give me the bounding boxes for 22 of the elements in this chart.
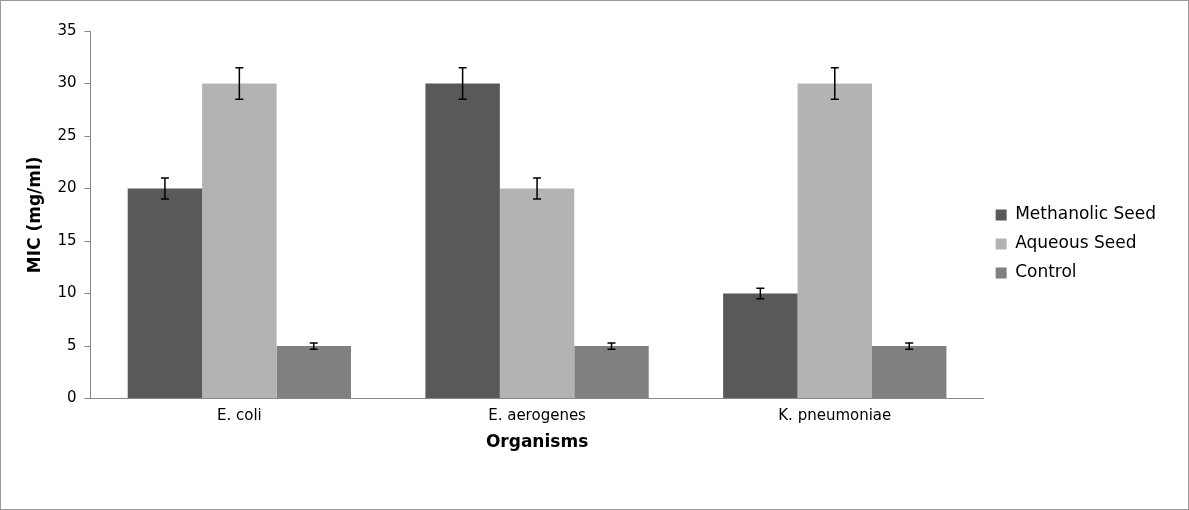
bar <box>797 83 872 399</box>
x-tick-label: E. coli <box>216 406 262 425</box>
bar <box>127 188 203 399</box>
x-axis-title: Organisms <box>485 431 589 452</box>
x-tick-label: K. pneumoniae <box>778 406 892 425</box>
legend-label: Control <box>1015 261 1077 282</box>
y-tick-label: 20 <box>57 178 77 197</box>
legend-label: Aqueous Seed <box>1015 232 1137 253</box>
x-tick-label: E. aerogenes <box>488 406 587 425</box>
y-tick-label: 25 <box>57 125 77 144</box>
y-tick-label: 5 <box>66 335 77 354</box>
y-tick-label: 35 <box>57 20 77 39</box>
bar <box>723 293 798 399</box>
y-tick-label: 0 <box>66 388 77 407</box>
legend-label: Methanolic Seed <box>1015 203 1156 224</box>
y-tick-label: 10 <box>57 283 77 302</box>
y-axis-title: MIC (mg/ml) <box>23 156 44 274</box>
bar <box>499 188 575 399</box>
y-tick-label: 15 <box>57 230 77 249</box>
y-tick-label: 30 <box>57 73 77 92</box>
bar <box>202 83 277 399</box>
bar <box>425 83 500 399</box>
